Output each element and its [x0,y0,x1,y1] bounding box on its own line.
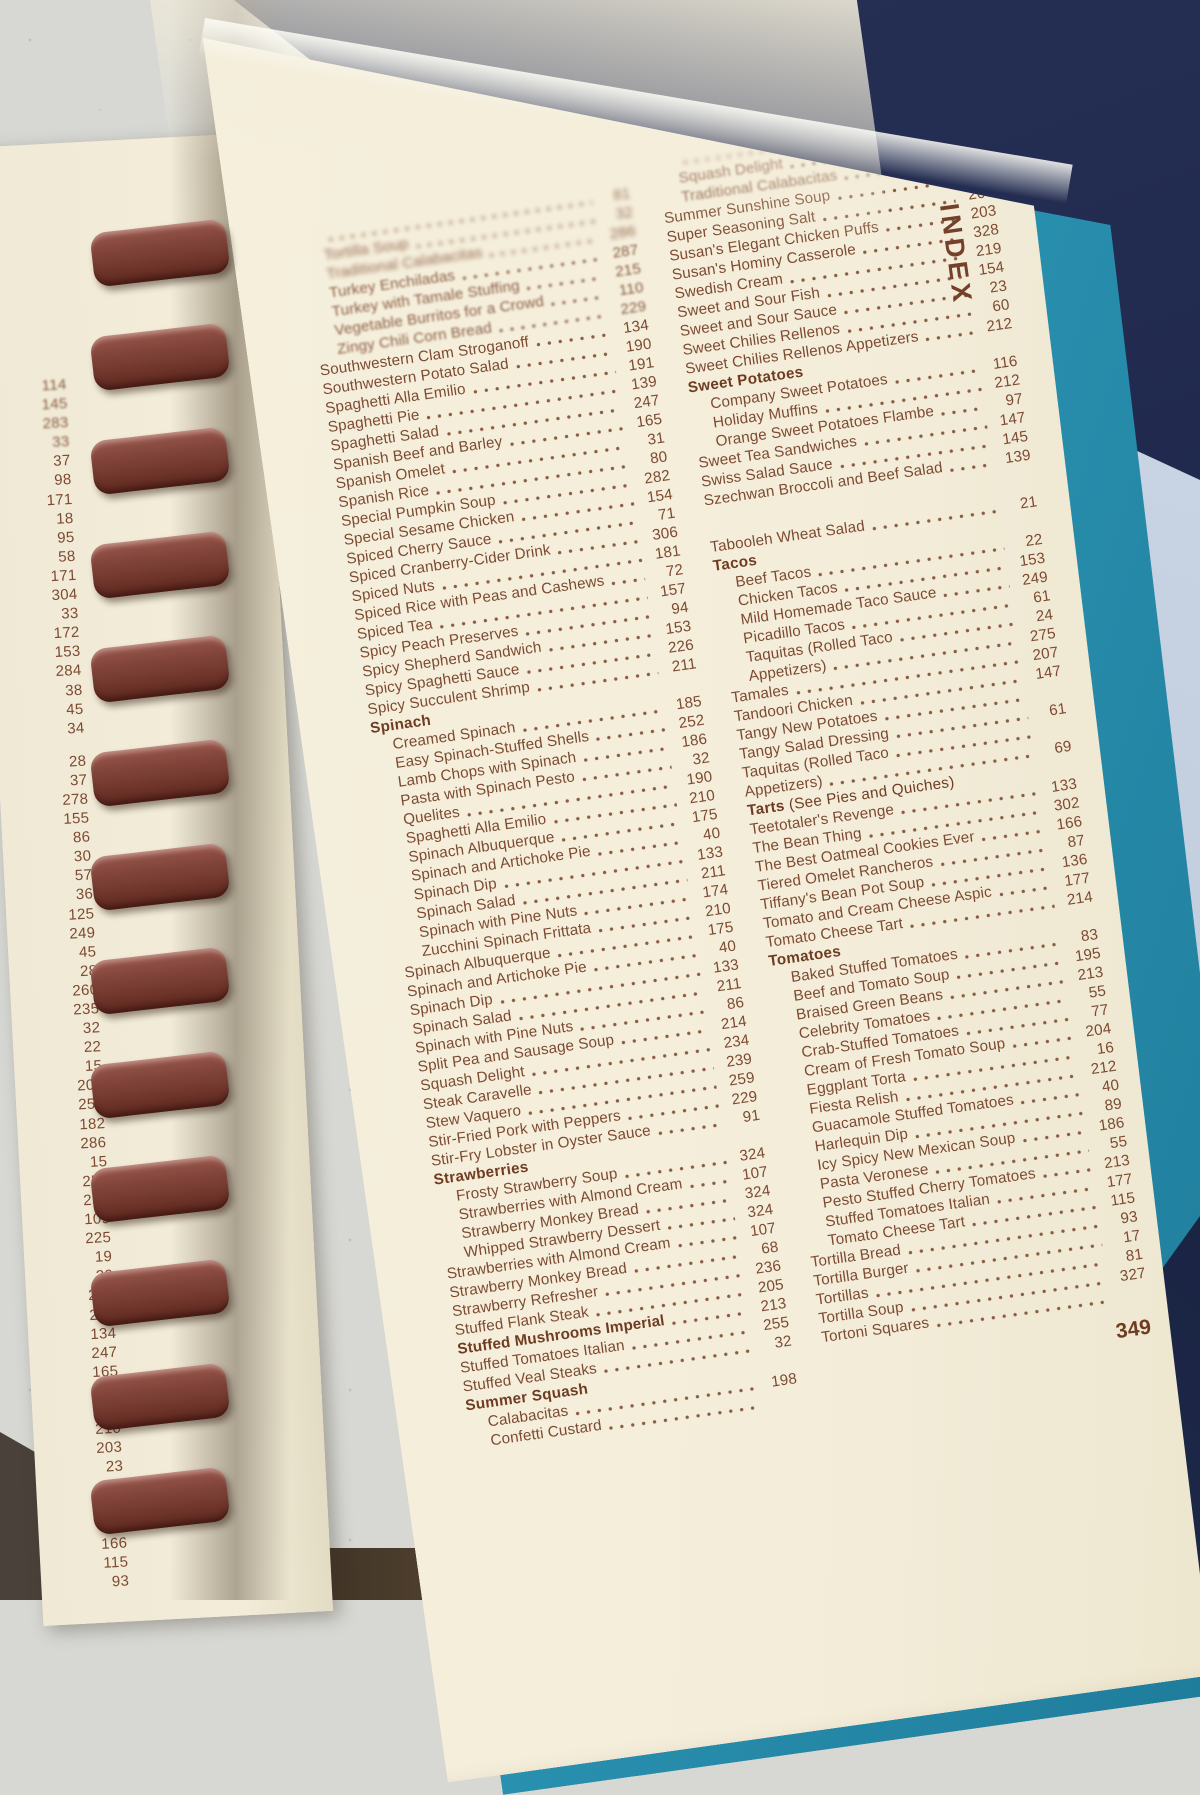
left-page-page-ref: 33 [51,433,70,452]
page-ref [1116,1301,1150,1306]
left-page-page-ref: 34 [66,719,85,738]
photo-cookbook-index: { "scene": { "index_label": "INDEX", "pa… [0,0,1200,1600]
page-ref [767,1407,801,1412]
left-page-page-ref: 93 [111,1572,130,1591]
